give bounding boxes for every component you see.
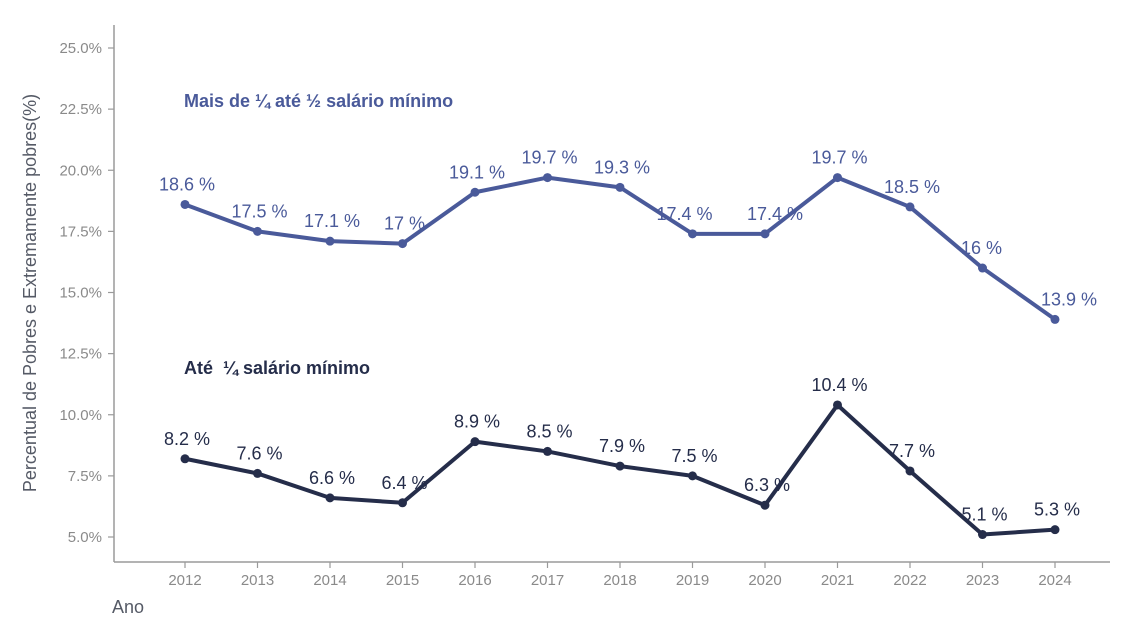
y-tick-label: 15.0%	[59, 285, 102, 302]
data-label: 6.4 %	[381, 473, 427, 493]
data-point	[543, 173, 552, 183]
x-tick-label: 2021	[821, 572, 854, 589]
y-tick-label: 7.5%	[68, 468, 102, 485]
data-label: 17.4 %	[747, 204, 803, 224]
x-tick-label: 2016	[458, 572, 491, 589]
x-tick-label: 2022	[893, 572, 926, 589]
data-label: 19.7 %	[811, 148, 867, 168]
data-label: 18.5 %	[884, 177, 940, 197]
y-ticks: 5.0% 7.5% 10.0% 12.5% 15.0% 17.5% 20.0% 22.5% 25…	[59, 40, 114, 546]
x-tick-label: 2020	[748, 572, 781, 589]
x-tick-label: 2015	[386, 572, 419, 589]
axes: 5.0% 7.5% 10.0% 12.5% 15.0% 17.5% 20.0% 22.5% 25…	[59, 25, 1110, 589]
data-label: 6.3 %	[744, 475, 790, 495]
data-point	[180, 454, 190, 464]
data-point	[398, 239, 407, 249]
data-point	[905, 466, 915, 476]
data-point	[760, 500, 770, 510]
data-label: 7.7 %	[889, 441, 935, 461]
y-axis-title: Percentual de Pobres e Extremamente pobr…	[20, 94, 40, 492]
data-point	[325, 493, 335, 503]
data-label: 7.9 %	[599, 436, 645, 456]
data-point	[833, 400, 842, 410]
x-tick-label: 2017	[531, 572, 564, 589]
data-label: 17 %	[384, 214, 425, 234]
x-tick-label: 2019	[676, 572, 709, 589]
data-point	[833, 173, 842, 183]
data-point	[1050, 314, 1060, 324]
data-label: 19.3 %	[594, 157, 650, 177]
x-tick-label: 2012	[168, 572, 201, 589]
data-label: 13.9 %	[1041, 289, 1097, 309]
data-label: 10.4 %	[811, 375, 867, 395]
data-point	[905, 202, 915, 212]
data-point	[978, 530, 987, 540]
x-axis-title: Ano	[112, 597, 144, 617]
series-title-upper: Mais de ¼ até ½ salário mínimo	[184, 91, 453, 111]
x-tick-label: 2013	[241, 572, 274, 589]
y-tick-label: 12.5%	[59, 346, 102, 363]
series-layer: 18.6 % 17.5 % 17.1 % 17 % 19.1 % 19.7 % 19.3 %…	[159, 148, 1097, 540]
data-point	[615, 182, 625, 192]
data-label: 7.5 %	[671, 446, 717, 466]
x-tick-label: 2018	[603, 572, 636, 589]
series-0: 18.6 % 17.5 % 17.1 % 17 % 19.1 % 19.7 % 19.3 %…	[159, 148, 1097, 324]
x-ticks: 2012 2013 2014 2015 2016 2017 2018 2019 2020 2021…	[168, 562, 1072, 589]
data-point	[180, 199, 190, 209]
data-label: 18.6 %	[159, 174, 215, 194]
data-point	[688, 471, 697, 481]
data-point	[978, 263, 987, 273]
data-point	[760, 229, 770, 239]
data-label: 17.1 %	[304, 211, 360, 231]
data-point	[398, 498, 407, 508]
y-tick-label: 10.0%	[59, 407, 102, 424]
data-point	[615, 461, 625, 471]
data-point	[1050, 525, 1060, 535]
data-label: 17.5 %	[231, 201, 287, 221]
data-point	[253, 226, 262, 236]
y-tick-label: 20.0%	[59, 162, 102, 179]
y-tick-label: 25.0%	[59, 40, 102, 57]
data-label: 8.9 %	[454, 412, 500, 432]
series-1: 8.2 % 7.6 % 6.6 % 6.4 % 8.9 % 8.5 % 7.9 % 7.5 %…	[164, 375, 1080, 540]
data-point	[688, 229, 697, 239]
data-label: 17.4 %	[656, 204, 712, 224]
data-label: 16 %	[961, 238, 1002, 258]
y-tick-label: 17.5%	[59, 223, 102, 240]
data-label: 5.1 %	[961, 505, 1007, 525]
data-label: 19.7 %	[521, 148, 577, 168]
y-tick-label: 22.5%	[59, 101, 102, 118]
x-tick-label: 2023	[966, 572, 999, 589]
x-tick-label: 2024	[1038, 572, 1071, 589]
data-point	[253, 468, 262, 478]
data-label: 19.1 %	[449, 162, 505, 182]
data-point	[325, 236, 335, 246]
data-point	[470, 437, 480, 447]
series-title-lower: Até ¼ salário mínimo	[184, 358, 370, 378]
data-label: 6.6 %	[309, 468, 355, 488]
x-tick-label: 2014	[313, 572, 346, 589]
data-label: 5.3 %	[1034, 500, 1080, 520]
series-line	[183, 175, 1057, 322]
y-tick-label: 5.0%	[68, 529, 102, 546]
data-label: 8.5 %	[526, 421, 572, 441]
data-label: 7.6 %	[236, 443, 282, 463]
data-label: 8.2 %	[164, 429, 210, 449]
data-point	[470, 187, 480, 197]
data-point	[543, 446, 552, 456]
